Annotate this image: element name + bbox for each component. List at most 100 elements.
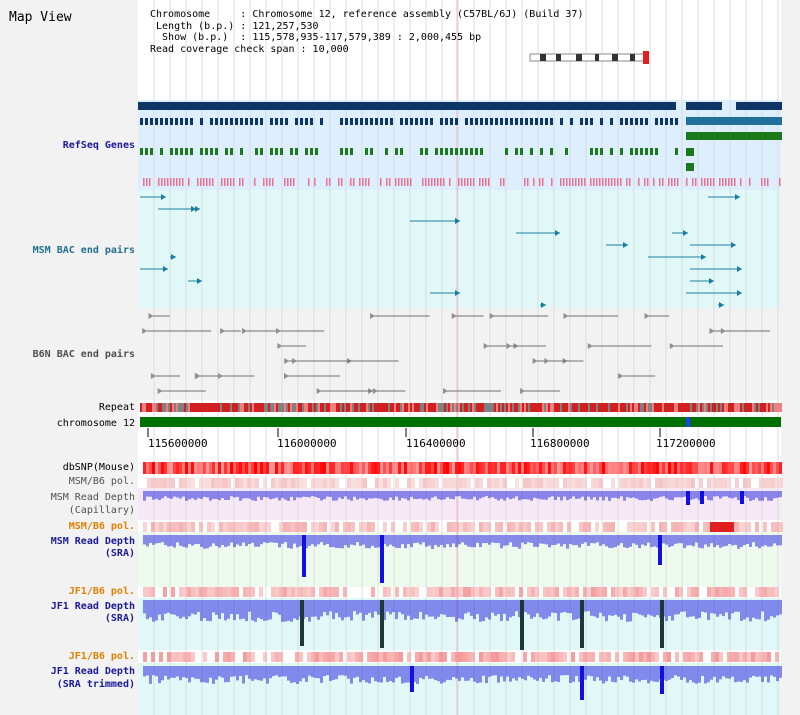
dbsnp-density: [497, 462, 500, 474]
polymorphism-strip: [171, 478, 175, 488]
read-depth-bar: [386, 666, 389, 683]
read-depth-bar: [185, 666, 188, 678]
refseq-gene-tick: [570, 118, 573, 125]
read-depth-bar: [656, 491, 659, 499]
read-depth-bar: [563, 535, 566, 545]
read-depth-bar: [296, 600, 299, 620]
read-depth-bar: [206, 491, 209, 498]
read-depth-bar: [545, 666, 548, 679]
refseq-gene-tick: [400, 148, 403, 155]
polymorphism-strip: [583, 522, 587, 532]
dbsnp-density: [209, 462, 212, 474]
track-label-refseq[interactable]: RefSeq Genes: [62, 140, 135, 151]
repeat-segment: [214, 403, 216, 412]
b6n-bac-end: [563, 313, 569, 319]
read-depth-spike: [380, 535, 384, 583]
refseq-gene-tick: [275, 118, 278, 125]
read-depth-bar: [599, 600, 602, 613]
polymorphism-strip: [743, 587, 747, 597]
track-label-jf1-depth-trim-1[interactable]: JF1 Read Depth: [50, 666, 135, 677]
b6n-bac-end: [443, 388, 449, 394]
track-label-msm-b6-pol-2[interactable]: MSM/B6 pol.: [68, 521, 135, 532]
read-depth-bar: [674, 491, 677, 498]
read-depth-bar: [344, 491, 347, 497]
dbsnp-density: [152, 462, 155, 474]
read-depth-bar: [719, 535, 722, 548]
polymorphism-strip: [251, 522, 255, 532]
polymorphism-strip: [483, 652, 487, 662]
read-depth-bar: [569, 535, 572, 544]
track-label-jf1-b6-pol-2[interactable]: JF1/B6 pol.: [68, 651, 135, 662]
refseq-gene-tick: [295, 118, 298, 125]
polymorphism-strip: [707, 478, 711, 488]
read-depth-bar: [335, 600, 338, 614]
refseq-gene-tick: [540, 118, 543, 125]
read-depth-bar: [209, 491, 212, 501]
read-depth-bar: [770, 491, 773, 501]
read-depth-bar: [209, 600, 212, 622]
polymorphism-strip: [735, 478, 739, 488]
refseq-gene-tick: [572, 178, 574, 186]
track-label-msm-b6-pol-1[interactable]: MSM/B6 pol.: [68, 476, 135, 487]
repeat-segment: [418, 403, 420, 412]
polymorphism-strip: [519, 522, 523, 532]
read-depth-bar: [578, 535, 581, 548]
track-label-msm-depth-sra-1[interactable]: MSM Read Depth: [50, 536, 135, 547]
refseq-gene-tick: [731, 178, 733, 186]
polymorphism-strip: [519, 587, 523, 597]
refseq-gene-tick: [272, 178, 274, 186]
read-depth-bar: [338, 666, 341, 676]
track-label-jf1-b6-pol-1[interactable]: JF1/B6 pol.: [68, 586, 135, 597]
read-depth-bar: [614, 600, 617, 615]
dbsnp-density: [428, 462, 431, 474]
read-depth-bar: [479, 600, 482, 622]
read-depth-bar: [737, 600, 740, 612]
track-label-msm-depth-cap-1[interactable]: MSM Read Depth: [50, 492, 135, 503]
dbsnp-density: [695, 462, 698, 474]
read-depth-bar: [593, 666, 596, 682]
repeat-segment: [554, 403, 556, 412]
read-depth-bar: [650, 535, 653, 548]
dbsnp-density: [224, 462, 227, 474]
read-depth-bar: [260, 535, 263, 545]
read-depth-bar: [260, 666, 263, 681]
read-depth-bar: [527, 491, 530, 500]
read-depth-bar: [743, 491, 746, 497]
read-depth-bar: [473, 535, 476, 548]
refseq-gene-tick: [630, 118, 633, 125]
track-label-msm-bac[interactable]: MSM BAC end pairs: [32, 245, 135, 256]
dbsnp-density: [176, 462, 179, 474]
b6n-bac-track-bg: [138, 308, 781, 400]
track-label-b6n-bac[interactable]: B6N BAC end pairs: [32, 349, 135, 360]
dbsnp-density: [221, 462, 224, 474]
read-depth-bar: [467, 491, 470, 500]
read-depth-bar: [230, 491, 233, 497]
polymorphism-strip: [367, 652, 371, 662]
read-depth-bar: [404, 491, 407, 499]
read-depth-bar: [686, 666, 689, 683]
read-depth-bar: [470, 600, 473, 616]
track-label-dbsnp[interactable]: dbSNP(Mouse): [62, 462, 135, 473]
repeat-segment: [434, 403, 436, 412]
repeat-segment: [424, 403, 426, 412]
repeat-segment: [520, 403, 522, 412]
repeat-segment: [780, 403, 782, 412]
refseq-gene-tick: [635, 148, 638, 155]
read-depth-bar: [401, 600, 404, 615]
read-depth-bar: [185, 491, 188, 501]
repeat-segment: [356, 403, 358, 412]
refseq-gene-tick: [345, 148, 348, 155]
read-depth-bar: [332, 535, 335, 548]
repeat-segment: [534, 403, 536, 412]
refseq-gene-tick: [653, 178, 655, 186]
read-depth-bar: [197, 666, 200, 679]
refseq-gene-tick: [182, 178, 184, 186]
read-depth-bar: [545, 600, 548, 619]
polymorphism-strip: [299, 587, 303, 597]
repeat-segment: [550, 403, 552, 412]
polymorphism-strip: [663, 652, 667, 662]
read-depth-bar: [749, 491, 752, 501]
track-label-jf1-depth-sra-1[interactable]: JF1 Read Depth: [50, 601, 135, 612]
repeat-segment: [776, 403, 778, 412]
